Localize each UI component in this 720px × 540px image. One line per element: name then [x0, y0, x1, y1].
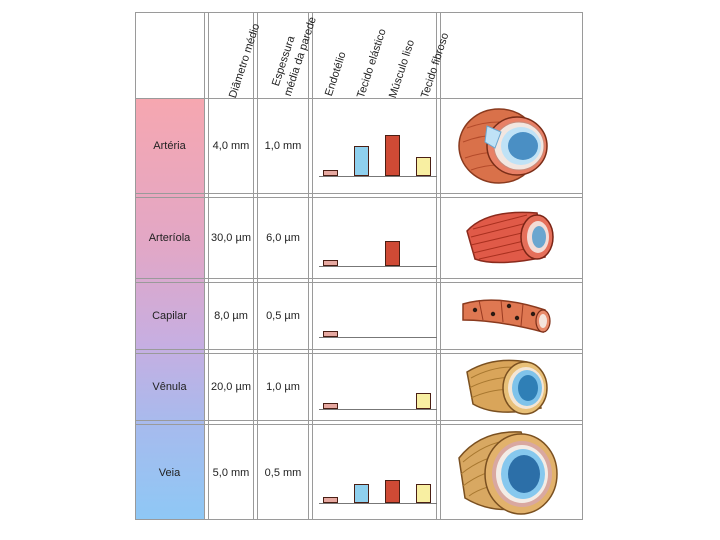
col-sep-2b: [257, 12, 258, 520]
bar-veia-tecido-elastico: [354, 484, 369, 503]
bar-capilar-endotelio: [323, 331, 338, 337]
baseline-venula: [319, 409, 437, 410]
col-sep-3a: [308, 12, 309, 520]
col-sep-4b: [440, 12, 441, 520]
bar-arteria-endotelio: [323, 170, 338, 176]
bar-venula-endotelio: [323, 403, 338, 409]
wall-venula: 1,0 µm: [266, 381, 300, 393]
row-sep-3a: [135, 349, 583, 350]
header-separator: [135, 98, 583, 99]
row-label-veia: Veia: [158, 466, 181, 479]
col-sep-1b: [208, 12, 209, 520]
bar-veia-musculo-liso: [385, 480, 400, 503]
diameter-venula: 20,0 µm: [211, 381, 251, 393]
table-border-bottom: [135, 519, 583, 520]
baseline-veia: [319, 503, 437, 504]
bar-veia-tecido-fibroso: [416, 484, 431, 503]
table-border-right: [582, 12, 583, 520]
wall-arteria: 1,0 mm: [264, 139, 302, 152]
diameter-capilar: 8,0 µm: [214, 310, 248, 322]
row-label-venula: Vênula: [152, 381, 187, 393]
baseline-arteriola: [319, 266, 437, 267]
bar-venula-tecido-fibroso: [416, 393, 431, 409]
diameter-veia: 5,0 mm: [212, 466, 250, 479]
col-sep-2a: [253, 12, 254, 520]
bar-arteria-musculo-liso: [385, 135, 400, 176]
col-sep-1a: [204, 12, 205, 520]
col-sep-3b: [312, 12, 313, 520]
bar-arteria-tecido-fibroso: [416, 157, 431, 176]
vessel-comparison-table: Diâmetro médio Espessura média da parede…: [135, 12, 583, 520]
row-sep-4b: [135, 424, 583, 425]
row-sep-4a: [135, 420, 583, 421]
row-label-capilar: Capilar: [152, 310, 187, 322]
baseline-capilar: [319, 337, 437, 338]
row-sep-3b: [135, 353, 583, 354]
bar-arteriola-musculo-liso: [385, 241, 400, 266]
arteriole-illustration: [466, 211, 554, 264]
vein-illustration: [458, 431, 558, 515]
capillary-illustration: [462, 299, 551, 333]
bar-arteria-tecido-elastico: [354, 146, 369, 176]
row-sep-1b: [135, 197, 583, 198]
table-border-left: [135, 12, 136, 520]
row-sep-2b: [135, 282, 583, 283]
venule-illustration: [466, 359, 548, 415]
row-label-arteria: Artéria: [153, 139, 186, 152]
header-tecido-elastico: Tecido elástico: [355, 27, 389, 100]
header-endotelio: Endotélio: [323, 50, 349, 98]
header-musculo-liso: Músculo liso: [387, 38, 418, 100]
bar-arteriola-endotelio: [323, 260, 338, 266]
table-border-top: [135, 12, 583, 13]
row-label-column: [135, 98, 205, 520]
row-label-arteriola: Arteríola: [148, 232, 191, 244]
wall-arteriola: 6,0 µm: [266, 232, 300, 244]
diameter-arteriola: 30,0 µm: [211, 232, 251, 244]
wall-veia: 0,5 mm: [264, 466, 302, 479]
row-sep-2a: [135, 278, 583, 279]
wall-capilar: 0,5 µm: [266, 310, 300, 322]
row-sep-1a: [135, 193, 583, 194]
artery-illustration: [458, 108, 548, 184]
baseline-arteria: [319, 176, 437, 177]
diameter-arteria: 4,0 mm: [212, 139, 250, 152]
bar-veia-endotelio: [323, 497, 338, 503]
